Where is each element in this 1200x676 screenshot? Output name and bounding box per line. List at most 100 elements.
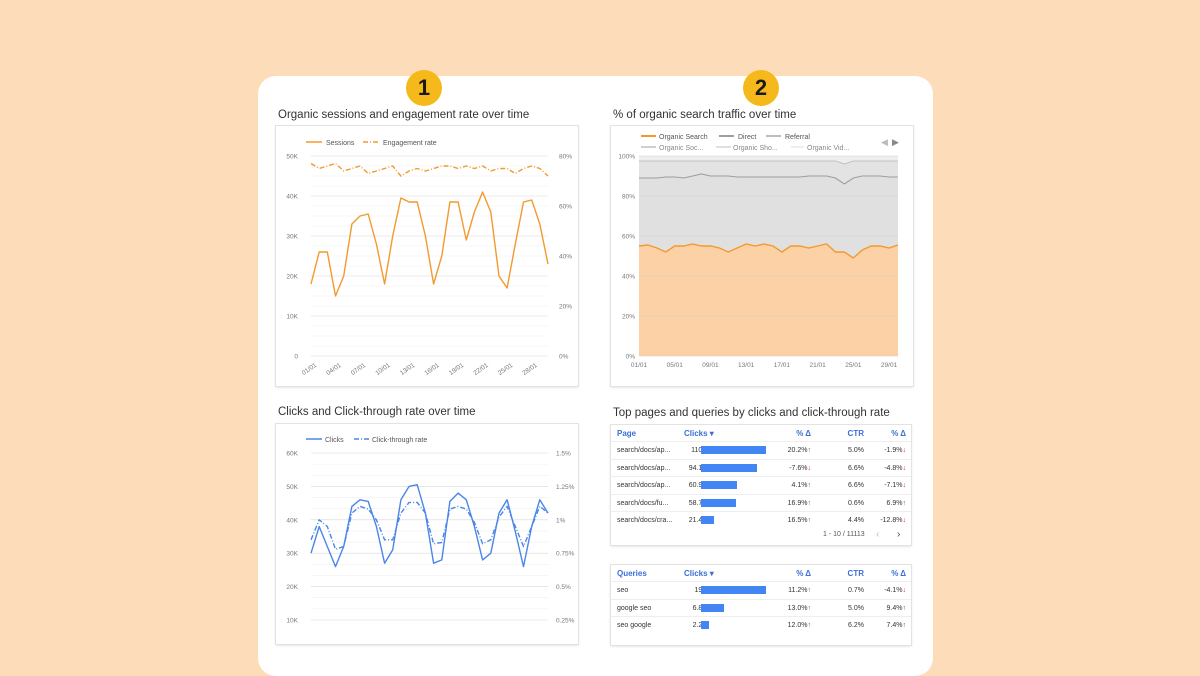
legend-prev-icon[interactable]: ◀ xyxy=(881,137,888,147)
col-header-ctr-delta[interactable]: % Δ xyxy=(891,569,906,578)
clicks-bar xyxy=(701,516,714,524)
row-label: seo xyxy=(617,587,629,594)
arrow-up-icon: ↑ xyxy=(807,604,812,612)
referral-line[interactable] xyxy=(639,160,898,165)
y-tick: 80% xyxy=(622,194,635,201)
col-header-page[interactable]: Page xyxy=(617,429,637,438)
y-tick: 0% xyxy=(626,354,636,361)
row-clicks: 110K xyxy=(691,447,707,454)
x-tick: 09/01 xyxy=(702,362,719,369)
pages-table[interactable]: Page Clicks ▾ % Δ CTR % Δ search/docs/ap... 11… xyxy=(611,425,911,545)
y-left-tick: 10K xyxy=(286,314,298,321)
col-header-page[interactable]: Queries xyxy=(617,569,647,578)
y-tick: 100% xyxy=(618,154,635,161)
traffic-legend[interactable]: Organic Search Direct Referral Organic S… xyxy=(641,134,899,152)
y-right-tick: 0% xyxy=(559,354,569,361)
traffic-chart-title: % of organic search traffic over time xyxy=(613,109,797,121)
row-clicks-delta: 12.0%↑ xyxy=(788,622,811,629)
col-header-ctr[interactable]: CTR xyxy=(847,429,864,438)
col-header-clicks[interactable]: Clicks ▾ xyxy=(684,429,714,438)
col-header-clicks-delta[interactable]: % Δ xyxy=(796,429,811,438)
x-tick: 05/01 xyxy=(667,362,684,369)
row-ctr-delta: -12.8%↓ xyxy=(880,517,906,524)
next-page-icon[interactable]: › xyxy=(897,529,901,540)
organic-search-line[interactable] xyxy=(638,243,899,259)
clicks-delta-value: 20.2% xyxy=(787,447,808,454)
clicks-bar xyxy=(701,481,737,489)
clicks-delta-value: -7.6% xyxy=(789,464,808,472)
ctr-legend-label[interactable]: Click-through rate xyxy=(372,437,427,444)
sessions-chart[interactable]: Sessions Engagement rate 50K 40K 30K 20K 10K… xyxy=(276,126,578,386)
y-right-tick: 0.25% xyxy=(556,618,575,625)
arrow-up-icon: ↑ xyxy=(807,587,812,594)
table-row[interactable]: search/docs/ap... 60.9K 4.1%↑ 6.6% -7.1%↓ xyxy=(611,476,911,494)
row-ctr-delta: 6.9%↑ xyxy=(887,500,906,507)
clicks-bar xyxy=(701,498,736,507)
direct-line[interactable] xyxy=(639,173,898,185)
clicks-legend[interactable]: Clicks Click-through rate xyxy=(306,437,427,444)
arrow-down-icon: ↓ xyxy=(902,464,907,472)
legend-organic-shopping[interactable]: Organic Sho... xyxy=(733,145,778,152)
engagement-rate-line[interactable] xyxy=(310,162,549,177)
legend-referral[interactable]: Referral xyxy=(785,134,810,141)
sessions-chart-card[interactable]: Sessions Engagement rate 50K 40K 30K 20K 10K… xyxy=(276,126,578,386)
table-row[interactable]: search/docs/ap... 94.1K -7.6%↓ 6.6% -4.8%↓ xyxy=(611,458,911,477)
organic-search-area[interactable] xyxy=(639,244,898,356)
arrow-up-icon: ↑ xyxy=(902,499,907,507)
referral-area[interactable] xyxy=(639,161,898,184)
arrow-up-icon: ↑ xyxy=(807,482,812,489)
badge-2: 2 xyxy=(743,70,779,106)
legend-organic-video[interactable]: Organic Vid... xyxy=(807,145,849,152)
legend-organic-social[interactable]: Organic Soc... xyxy=(659,145,703,152)
col-header-ctr[interactable]: CTR xyxy=(847,569,864,578)
sessions-legend-label[interactable]: Sessions xyxy=(326,140,355,147)
arrow-up-icon: ↑ xyxy=(807,622,812,629)
table-row[interactable]: seo 19K 11.2%↑ 0.7% -4.1%↓ xyxy=(611,581,911,599)
ctr-delta-value: -4.8% xyxy=(884,464,903,472)
traffic-chart-card[interactable]: Organic Search Direct Referral Organic S… xyxy=(611,126,913,386)
col-header-clicks-delta[interactable]: % Δ xyxy=(796,569,811,578)
row-ctr-delta: 7.4%↑ xyxy=(887,622,906,629)
clicks-line[interactable] xyxy=(310,484,549,568)
arrow-up-icon: ↑ xyxy=(902,622,907,629)
table-row[interactable]: search/docs/cra... 21.4K 16.5%↑ 4.4% -12.8%↓ xyxy=(611,511,911,529)
legend-direct[interactable]: Direct xyxy=(738,134,756,141)
legend-organic-search[interactable]: Organic Search xyxy=(659,134,708,141)
engagement-legend-label[interactable]: Engagement rate xyxy=(383,140,437,147)
clicks-chart[interactable]: Clicks Click-through rate 60K 50K 40K 30K 20… xyxy=(276,424,578,644)
direct-area[interactable] xyxy=(639,174,898,258)
x-tick: 19/01 xyxy=(448,362,466,377)
prev-page-icon[interactable]: ‹ xyxy=(876,529,880,540)
y-right-tick: 1.25% xyxy=(556,484,575,491)
row-ctr: 6.6% xyxy=(848,482,864,489)
sessions-line[interactable] xyxy=(310,191,549,297)
col-header-ctr-delta[interactable]: % Δ xyxy=(891,429,906,438)
row-ctr-delta: -4.8%↓ xyxy=(884,465,906,472)
table-row[interactable]: search/docs/fu... 58.7K 16.9%↑ 0.6% 6.9%↑ xyxy=(611,493,911,512)
x-tick: 16/01 xyxy=(423,362,441,377)
row-ctr: 0.7% xyxy=(848,587,864,594)
table-row[interactable]: google seo 6.8K 13.0%↑ 5.0% 9.4%↑ xyxy=(611,598,911,617)
row-clicks: 58.7K xyxy=(688,499,707,507)
x-tick: 17/01 xyxy=(774,362,791,369)
table-row[interactable]: search/docs/ap... 110K 20.2%↑ 5.0% -1.9%↓ xyxy=(611,441,911,459)
x-tick: 25/01 xyxy=(845,362,862,369)
clicks-delta-value: 13.0% xyxy=(787,604,808,612)
arrow-up-icon: ↑ xyxy=(807,447,812,454)
clicks-chart-card[interactable]: Clicks Click-through rate 60K 50K 40K 30K 20… xyxy=(276,424,578,644)
clicks-chart-title: Clicks and Click-through rate over time xyxy=(278,406,476,418)
clicks-legend-label[interactable]: Clicks xyxy=(325,437,344,444)
col-header-clicks[interactable]: Clicks ▾ xyxy=(684,569,714,578)
ctr-delta-value: -12.8% xyxy=(880,517,903,524)
table-row[interactable]: seo google 2.2K 12.0%↑ 6.2% 7.4%↑ xyxy=(611,616,911,634)
legend-next-icon[interactable]: ▶ xyxy=(892,137,899,147)
traffic-chart[interactable]: Organic Search Direct Referral Organic S… xyxy=(611,126,913,386)
x-tick: 25/01 xyxy=(497,362,515,377)
y-right-tick: 60% xyxy=(559,204,572,211)
row-ctr: 5.0% xyxy=(848,447,864,454)
y-tick: 60% xyxy=(622,234,635,241)
sessions-legend[interactable]: Sessions Engagement rate xyxy=(306,140,437,147)
ctr-line[interactable] xyxy=(310,501,549,550)
ctr-delta-value: 9.4% xyxy=(886,604,903,612)
